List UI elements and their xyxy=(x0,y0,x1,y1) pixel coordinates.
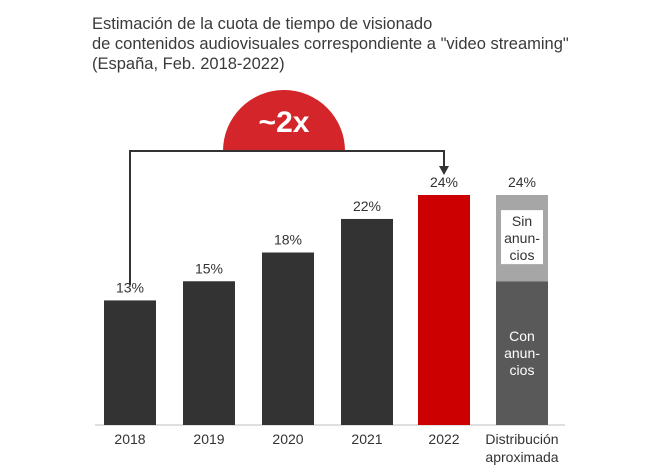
data-label-2019: 15% xyxy=(195,260,223,276)
breakdown-label-sinanuncios-2: cios xyxy=(510,247,535,263)
breakdown-segment-conanuncios xyxy=(496,281,548,425)
chart-title-line-3: (España, Feb. 2018-2022) xyxy=(92,55,285,73)
x-tick-label-breakdown-0: Distribución xyxy=(485,431,558,447)
breakdown-label-bg-sinanuncios xyxy=(501,210,543,265)
bar-2021 xyxy=(341,218,393,425)
breakdown-label-sinanuncios-1: anun- xyxy=(504,230,540,246)
x-tick-label-2020: 2020 xyxy=(272,431,303,447)
bar-2019 xyxy=(183,281,235,425)
chart-title-line-2: de contenidos audiovisuales correspondie… xyxy=(92,35,569,53)
data-label-2022: 24% xyxy=(430,174,458,190)
x-tick-label-2021: 2021 xyxy=(351,431,382,447)
chart-title-line-1: Estimación de la cuota de tiempo de visi… xyxy=(92,15,433,33)
bar-2018 xyxy=(104,300,156,425)
breakdown-label-conanuncios-2: cios xyxy=(510,362,535,378)
x-tick-label-breakdown-1: aproximada xyxy=(485,449,558,465)
x-tick-label-2019: 2019 xyxy=(193,431,224,447)
bar-2022 xyxy=(418,195,470,425)
x-tick-label-2018: 2018 xyxy=(114,431,145,447)
breakdown-label-conanuncios-1: anun- xyxy=(504,345,540,361)
chart-title: Estimación de la cuota de tiempo de visi… xyxy=(92,14,569,74)
data-label-2021: 22% xyxy=(353,198,381,214)
breakdown-label-conanuncios-0: Con xyxy=(509,328,535,344)
x-tick-label-2022: 2022 xyxy=(428,431,459,447)
growth-bracket xyxy=(129,150,445,285)
data-label-2018: 13% xyxy=(116,279,144,295)
breakdown-label-sinanuncios-0: Sin xyxy=(512,213,532,229)
growth-badge-label: ~2x xyxy=(259,106,310,139)
bar-2020 xyxy=(262,252,314,425)
breakdown-total-label: 24% xyxy=(508,174,536,190)
data-label-2020: 18% xyxy=(274,232,302,248)
growth-arrowhead xyxy=(439,166,449,175)
growth-badge xyxy=(223,90,345,151)
